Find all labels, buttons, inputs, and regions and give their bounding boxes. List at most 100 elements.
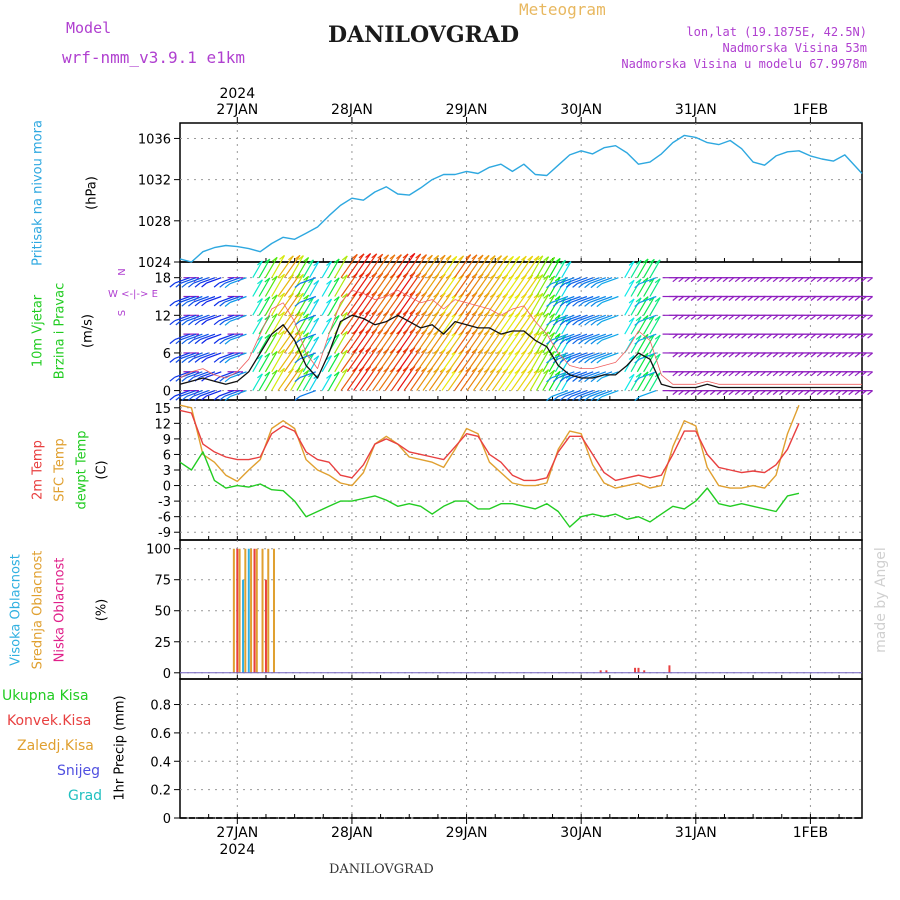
wind-barb xyxy=(422,255,440,279)
wind-barb xyxy=(561,298,572,316)
wind-barb xyxy=(589,333,607,341)
wind-barb xyxy=(441,331,458,354)
wind-barb-flag xyxy=(785,390,792,396)
wind-barb-flag xyxy=(213,339,220,344)
wind-barb xyxy=(583,277,600,285)
wind-barb xyxy=(564,371,581,379)
pressure-ytick-label: 1036 xyxy=(138,132,171,147)
wind-barb xyxy=(643,353,655,373)
wind-barb xyxy=(359,253,378,279)
wind-barb xyxy=(595,390,613,398)
wind-barb xyxy=(441,274,458,297)
wind-barb-flag xyxy=(546,302,552,307)
wind-barb-flag xyxy=(175,376,182,382)
wind-barb-flag xyxy=(264,333,271,339)
wind-barb-flag xyxy=(860,296,867,301)
wind-barb-flag xyxy=(549,350,555,356)
wind-barb-flag xyxy=(219,376,226,382)
temperature-ytick-label: 15 xyxy=(154,402,171,417)
wind-barb xyxy=(485,311,502,335)
wind-barb xyxy=(498,274,514,297)
wind-barb-flag xyxy=(559,339,566,345)
wind-barb xyxy=(583,371,600,379)
wind-barb-flag xyxy=(860,390,867,396)
wind-barb-flag xyxy=(313,355,320,361)
wind-barb-flag xyxy=(842,371,848,377)
wind-barb-flag xyxy=(279,254,285,260)
wind-barb-flag xyxy=(741,296,747,301)
temperature-ytick-label: -9 xyxy=(158,526,171,541)
dewpt-line xyxy=(179,451,800,528)
wind-barb-flag xyxy=(358,253,365,259)
wind-barb-flag xyxy=(213,282,220,288)
wind-barb xyxy=(441,368,458,391)
wind-barb-flag xyxy=(672,296,679,301)
wind-barb-flag xyxy=(224,358,231,364)
wind-barb-flag xyxy=(797,390,804,396)
wind-barb xyxy=(589,390,607,398)
wind-barb-flag xyxy=(427,254,433,260)
wind-barb xyxy=(174,295,190,303)
wind-barb-flag xyxy=(804,352,810,358)
wind-barb xyxy=(529,293,544,316)
wind-barb-flag xyxy=(722,277,729,283)
wind-barb xyxy=(564,352,581,360)
wind-barb-flag xyxy=(421,254,427,260)
wind-barb-flag xyxy=(823,333,829,339)
wind-barb xyxy=(510,368,527,391)
wind-barb-flag xyxy=(772,333,779,339)
wind-barb xyxy=(252,279,263,297)
wind-barb-flag xyxy=(867,371,873,377)
wind-barb xyxy=(479,255,496,279)
wind-barb xyxy=(309,336,320,354)
wind-barb xyxy=(302,372,315,391)
wind-ytick-label: 18 xyxy=(154,272,171,287)
wind-barb xyxy=(218,390,235,397)
wind-barb-flag xyxy=(537,255,544,261)
wind-barb-flag xyxy=(333,371,340,377)
wind-barb-flag xyxy=(543,350,549,356)
wind-barb xyxy=(564,277,581,284)
wind-barb xyxy=(551,390,569,398)
wind-barb xyxy=(643,371,655,391)
wind-barb xyxy=(224,314,241,322)
wind-barb-flag xyxy=(690,314,697,320)
wind-barb-flag xyxy=(766,352,773,358)
wind-barb-flag xyxy=(728,296,735,301)
pressure-ytick-label: 1032 xyxy=(138,174,171,189)
wind-barb-flag xyxy=(554,333,561,339)
wind-barb xyxy=(535,312,550,335)
wind-barb-flag xyxy=(537,330,544,336)
wind-barb-flag xyxy=(181,282,188,288)
wind-barb-flag xyxy=(741,371,747,377)
wind-barb-flag xyxy=(590,320,597,326)
wind-barb-flag xyxy=(690,333,697,339)
wind-barb xyxy=(199,314,216,322)
wind-barb-flag xyxy=(458,255,464,261)
wind-barb-flag xyxy=(804,296,810,301)
wind-barb-flag xyxy=(791,277,798,283)
top-xtick-label: 28JAN xyxy=(331,102,373,118)
wind-barb xyxy=(277,274,294,297)
wind-barb xyxy=(258,352,271,373)
wind-barb xyxy=(224,277,241,284)
wind-barb-flag xyxy=(219,358,226,364)
wind-barb-flag xyxy=(697,390,703,396)
wind-barb-flag xyxy=(313,336,320,342)
wind-barb xyxy=(601,333,619,341)
cloud-ylabel-high: Visoka Oblacnost xyxy=(9,554,24,666)
wind-barb-flag xyxy=(572,377,578,382)
wind-barb-flag xyxy=(483,254,490,260)
wind-barb-flag xyxy=(565,339,572,345)
wind-barb-flag xyxy=(175,282,182,288)
wind-barb xyxy=(561,261,572,278)
wind-barb xyxy=(346,253,365,279)
wind-barb-flag xyxy=(628,279,635,285)
wind-barb-flag xyxy=(549,256,555,262)
wind-barb xyxy=(583,295,600,303)
temp-ylabel-2m: 2m Temp xyxy=(31,440,46,500)
wind-barb xyxy=(498,350,514,373)
wind-barb xyxy=(229,333,247,341)
wind-barb xyxy=(561,374,572,391)
